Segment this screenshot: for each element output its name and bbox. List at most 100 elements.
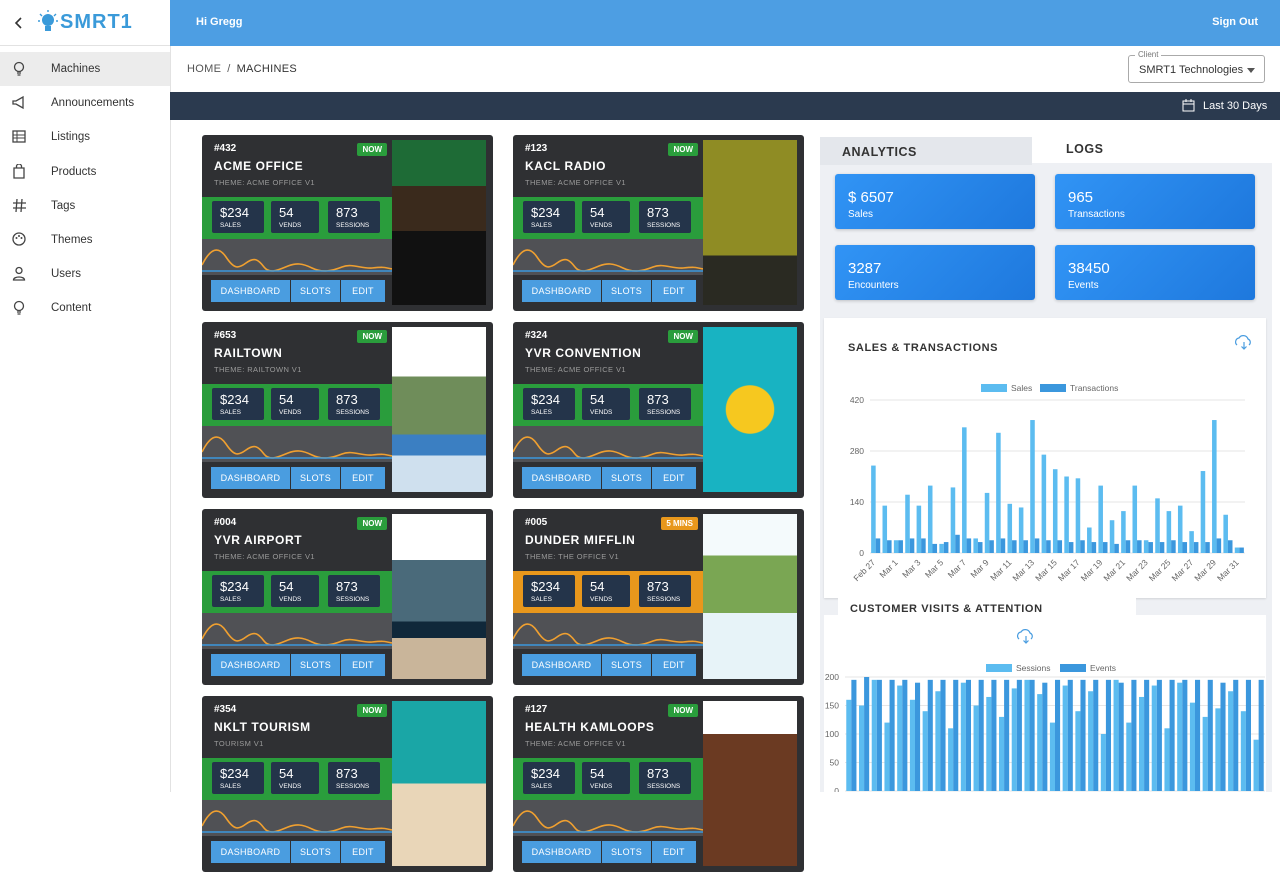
breadcrumb-item[interactable]: HOME (187, 63, 222, 75)
card-button[interactable]: DASHBOARD (211, 841, 290, 863)
bar (1041, 454, 1047, 553)
card-button[interactable]: SLOTS (291, 280, 340, 302)
nav-icon (12, 232, 26, 246)
bar (991, 679, 997, 791)
nav-item[interactable]: Machines (0, 52, 170, 86)
stat-value: 54 (279, 392, 294, 407)
stat-box: $234 SALES (212, 201, 264, 233)
stat-box: 873 SESSIONS (328, 388, 380, 420)
card-button[interactable]: DASHBOARD (522, 654, 601, 676)
stat-label: SESSIONS (647, 783, 681, 790)
bar (1080, 679, 1086, 791)
card-button[interactable]: SLOTS (602, 654, 651, 676)
bar (1143, 540, 1149, 553)
stat-box: $234 SALES (212, 388, 264, 420)
x-tick-label: Mar 15 (1033, 557, 1059, 583)
machine-name: RAILTOWN (214, 346, 283, 360)
nav-item[interactable]: Products (0, 155, 170, 189)
bar (1126, 722, 1132, 791)
sparkline (202, 436, 393, 459)
card-button[interactable]: EDIT (652, 280, 696, 302)
card-button[interactable]: EDIT (652, 654, 696, 676)
bar (1105, 679, 1111, 791)
stat-value: 54 (279, 766, 294, 781)
card-button[interactable]: DASHBOARD (522, 841, 601, 863)
stat-label: SALES (531, 409, 552, 416)
card-button[interactable]: SLOTS (602, 841, 651, 863)
card-button[interactable]: EDIT (652, 467, 696, 489)
nav-label: Listings (51, 131, 90, 144)
bar (897, 685, 903, 791)
stat-value: $234 (220, 392, 249, 407)
legend-swatch (1060, 664, 1086, 672)
preview-image (703, 327, 797, 492)
card-button[interactable]: EDIT (341, 841, 385, 863)
card-button[interactable]: DASHBOARD (211, 654, 290, 676)
stat-card-label: Sales (848, 209, 874, 220)
bar (973, 538, 978, 553)
bar (1037, 694, 1043, 791)
sparkline-area (202, 800, 393, 836)
nav-item[interactable]: Users (0, 257, 170, 291)
sparkline (202, 810, 393, 833)
nav-item[interactable]: Content (0, 291, 170, 325)
card-button[interactable]: EDIT (341, 467, 385, 489)
nav-icon (13, 198, 26, 212)
caret (1247, 68, 1255, 73)
back-button[interactable] (14, 16, 24, 30)
x-tick-label: Mar 29 (1192, 557, 1218, 583)
card-button[interactable]: SLOTS (291, 654, 340, 676)
card-button[interactable]: EDIT (341, 654, 385, 676)
stats-band: $234 SALES 54 VENDS 873 SESSIONS (513, 571, 703, 613)
card-button[interactable]: EDIT (341, 280, 385, 302)
y-tick-label: 200 (825, 672, 839, 682)
bar (909, 538, 915, 553)
button-row: DASHBOARD SLOTS EDIT (211, 654, 385, 676)
machine-card: #123 NOW KACL RADIO THEME: ACME OFFICE V1 $2… (513, 135, 804, 311)
bar (875, 538, 881, 553)
stats-band: $234 SALES 54 VENDS 873 SESSIONS (513, 758, 703, 800)
stat-value: $234 (220, 766, 249, 781)
nav-item[interactable]: Tags (0, 189, 170, 223)
breadcrumb-separator: / (227, 63, 231, 75)
card-button[interactable]: DASHBOARD (211, 280, 290, 302)
stat-box: 54 VENDS (271, 388, 319, 420)
bar (1144, 679, 1150, 791)
card-button[interactable]: DASHBOARD (522, 280, 601, 302)
card-button[interactable]: DASHBOARD (211, 467, 290, 489)
tab-logs[interactable]: LOGS (1032, 135, 1272, 163)
stat-value: 873 (647, 205, 669, 220)
stat-box: 54 VENDS (271, 201, 319, 233)
client-select[interactable]: Client SMRT1 Technologies (1128, 50, 1265, 83)
stat-card: 3287 Encounters (835, 245, 1035, 300)
x-tick-label: Mar 21 (1101, 557, 1127, 583)
card-button[interactable]: SLOTS (291, 467, 340, 489)
stat-box: $234 SALES (523, 201, 575, 233)
sign-out[interactable]: Sign Out (1212, 16, 1258, 28)
stat-box: 873 SESSIONS (639, 201, 691, 233)
nav-item[interactable]: Announcements (0, 86, 170, 120)
brand: SMRT1 (60, 11, 133, 33)
sparkline (202, 623, 393, 646)
card-button[interactable]: SLOTS (602, 467, 651, 489)
sparkline-area (513, 239, 704, 275)
sparkline (202, 249, 393, 272)
card-button[interactable]: SLOTS (291, 841, 340, 863)
machine-theme: THEME: RAILTOWN V1 (214, 365, 302, 374)
stat-box: 54 VENDS (582, 388, 630, 420)
bar (1102, 542, 1108, 553)
nav-item[interactable]: Themes (0, 223, 170, 257)
bar (935, 691, 941, 791)
card-button[interactable]: DASHBOARD (522, 467, 601, 489)
card-button[interactable]: EDIT (652, 841, 696, 863)
stat-label: VENDS (279, 409, 302, 416)
bar (1088, 691, 1094, 791)
bar (1205, 542, 1210, 553)
stat-label: VENDS (590, 222, 613, 229)
legend-label: Sales (1011, 383, 1032, 393)
card-button[interactable]: SLOTS (602, 280, 651, 302)
nav-item[interactable]: Listings (0, 120, 170, 154)
tab-analytics[interactable]: ANALYTICS (820, 137, 1032, 165)
status-badge: NOW (357, 517, 387, 530)
bar (1000, 538, 1006, 553)
